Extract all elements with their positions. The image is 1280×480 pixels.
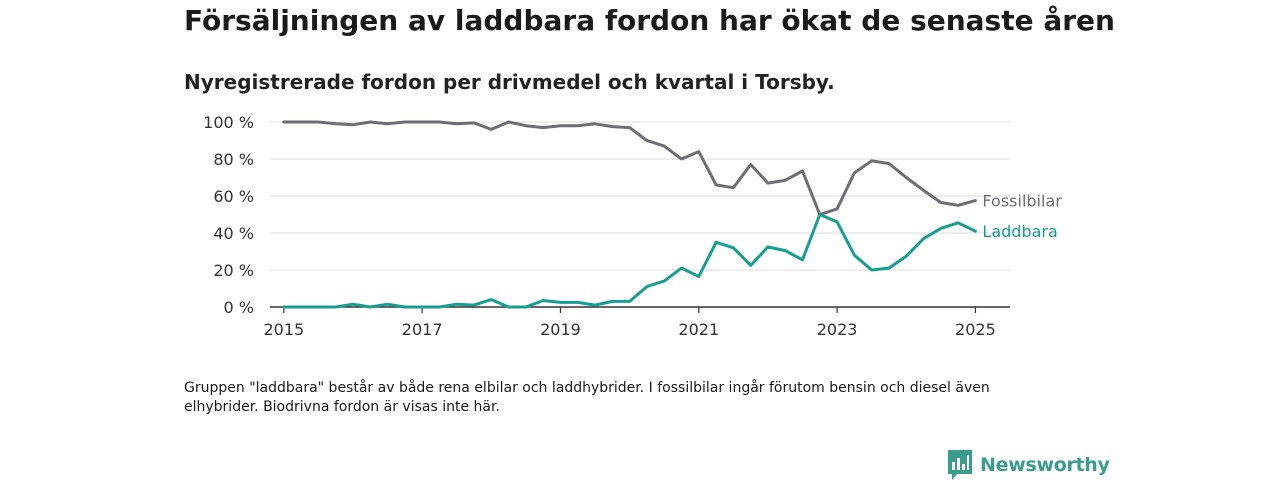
x-tick-label: 2025 — [955, 320, 996, 339]
series-line-laddbara — [282, 213, 977, 309]
brand-name: Newsworthy — [980, 454, 1110, 476]
series-lines — [282, 120, 977, 309]
x-tick-label: 2023 — [817, 320, 858, 339]
y-tick-label: 80 % — [213, 150, 254, 169]
x-tick-label: 2021 — [678, 320, 719, 339]
y-tick-label: 20 % — [213, 261, 254, 280]
chart-subtitle: Nyregistrerade fordon per drivmedel och … — [184, 70, 835, 94]
newsworthy-logo-icon — [948, 450, 972, 480]
y-tick-label: 60 % — [213, 187, 254, 206]
x-tick-label: 2019 — [540, 320, 581, 339]
series-label-laddbara: Laddbara — [982, 222, 1057, 241]
footnote: Gruppen "laddbara" består av både rena e… — [184, 380, 990, 415]
series-labels: Fossilbilar Laddbara — [982, 192, 1062, 242]
newsworthy-brand: Newsworthy — [948, 450, 1110, 480]
x-tick-label: 2017 — [402, 320, 443, 339]
grid-lines — [270, 121, 1010, 271]
series-line-fossilbilar — [282, 120, 977, 216]
x-tick-label: 2015 — [263, 320, 304, 339]
y-tick-label: 0 % — [224, 298, 254, 317]
y-axis: 0 % 20 % 40 % 60 % 80 % 100 % — [203, 113, 254, 317]
y-tick-label: 100 % — [203, 113, 254, 132]
y-tick-label: 40 % — [213, 224, 254, 243]
series-label-fossilbilar: Fossilbilar — [982, 192, 1062, 211]
x-axis: 2015 2017 2019 2021 2023 2025 — [263, 306, 1010, 339]
line-chart: 2015 2017 2019 2021 2023 2025 0 % 20 % 40 % 60 %… — [203, 113, 1062, 339]
chart-title: Försäljningen av laddbara fordon har öka… — [184, 4, 1115, 37]
